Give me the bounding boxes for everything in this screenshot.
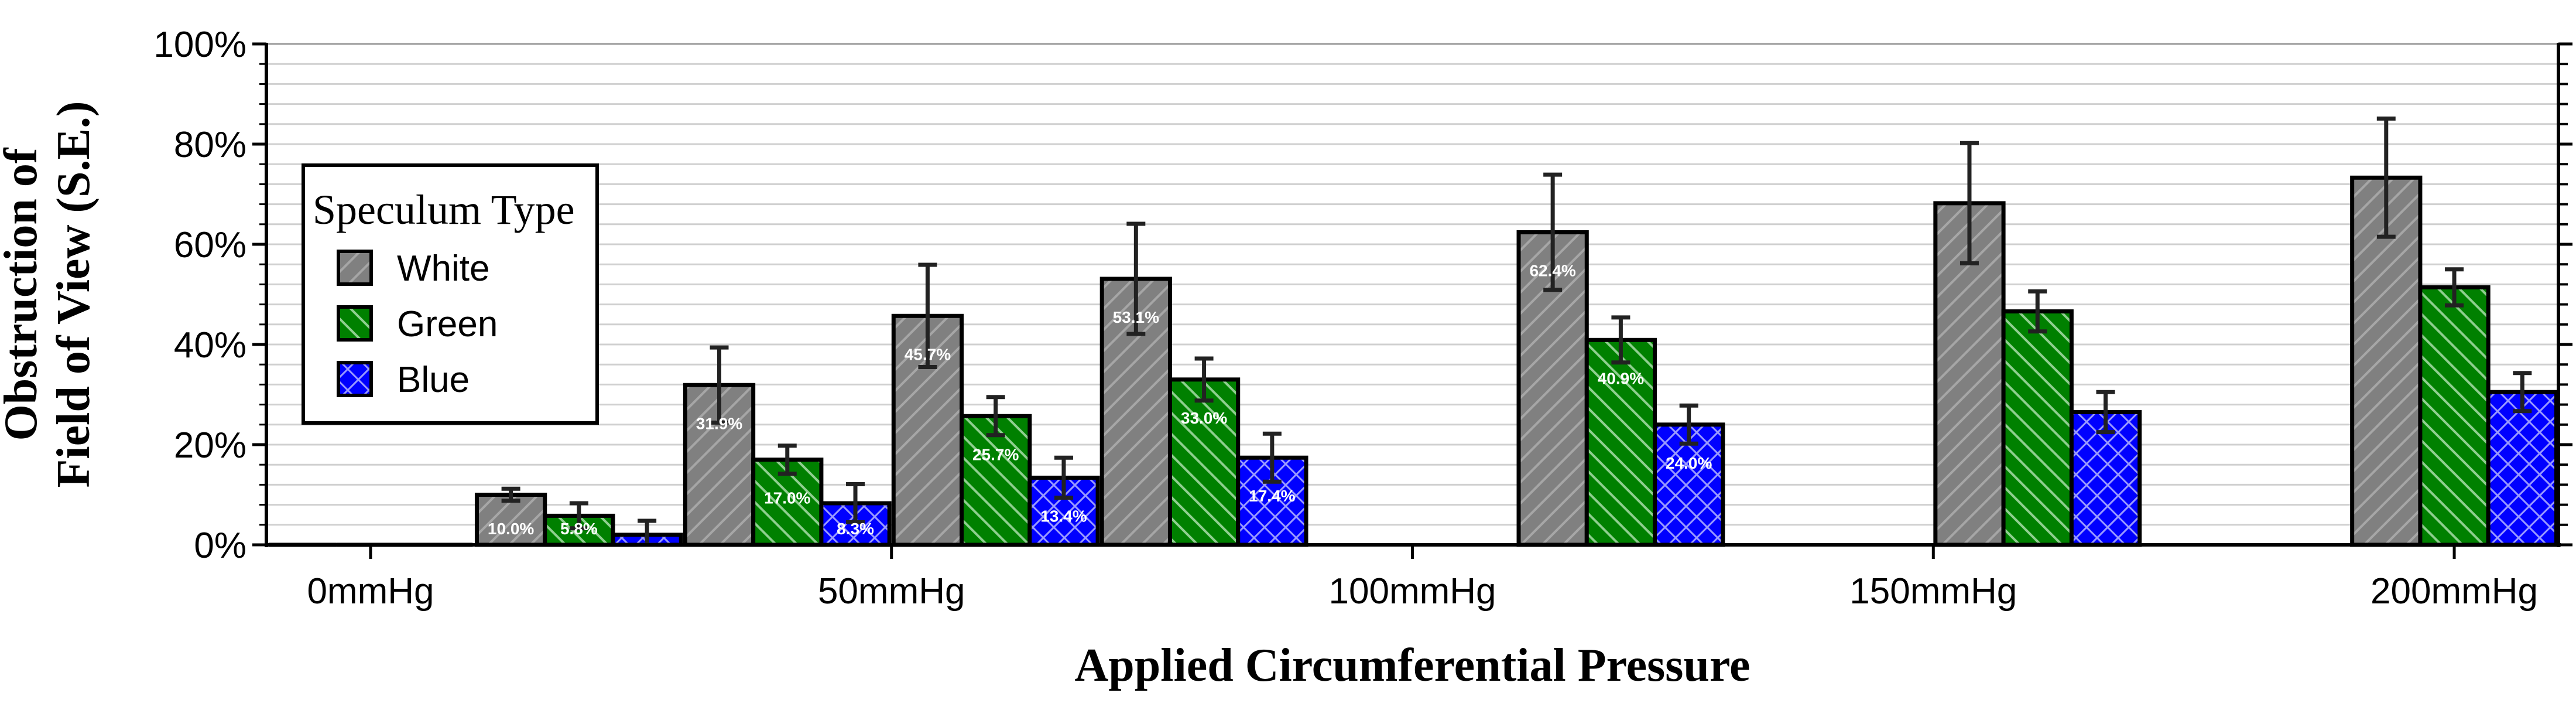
bar-data-label: 17.0%	[764, 489, 810, 507]
data-labels: 10.0% 31.9% 45.7% 53.1% 62.4% 5.8% 17.0% 25.7% 3…	[488, 261, 1712, 538]
bars	[268, 175, 2558, 547]
y-tick-label: 40%	[174, 325, 246, 366]
y-tick-label: 100%	[153, 25, 246, 65]
legend-label-white: White	[397, 248, 489, 289]
bar-data-label: 45.7%	[905, 345, 951, 363]
gridlines	[266, 43, 2558, 545]
x-tick-label: 50mmHg	[818, 571, 965, 612]
x-tick-label: 0mmHg	[307, 571, 434, 612]
bar-data-label: 53.1%	[1113, 308, 1159, 326]
y-axis-title-line-2: Field of View (S.E.)	[48, 101, 100, 488]
y-tick-label: 80%	[174, 125, 246, 165]
x-tick-label: 200mmHg	[2371, 571, 2538, 612]
legend-label-blue: Blue	[397, 360, 470, 400]
bar-data-label: 25.7%	[972, 445, 1019, 463]
legend-swatch-pattern	[337, 361, 373, 397]
bar-data-label: 24.0%	[1666, 454, 1712, 472]
x-axis-title: Applied Circumferential Pressure	[1075, 640, 1751, 691]
y-axis-title: Obstruction of Field of View (S.E.)	[0, 101, 100, 488]
bar-data-label: 17.4%	[1249, 487, 1295, 505]
bar-pattern-green	[2001, 309, 2074, 547]
bar-data-label: 13.4%	[1040, 507, 1087, 525]
bar-data-label: 31.9%	[696, 414, 742, 432]
y-axis-title-line-1: Obstruction of	[0, 147, 47, 441]
legend-items: White Green Blue	[337, 248, 498, 400]
bar-data-label: 10.0%	[488, 520, 534, 538]
legend-label-green: Green	[397, 304, 498, 344]
y-tick-label: 0%	[194, 525, 246, 566]
bar-data-label: 8.3%	[837, 520, 874, 538]
bar-pattern-green	[2418, 285, 2491, 547]
axes: 0% 20% 40% 60% 80% 100% 0mmHg 50mmHg 100mmHg 150m…	[153, 25, 2572, 612]
bar-data-label: 5.8%	[560, 520, 598, 538]
legend-title: Speculum Type	[313, 186, 575, 233]
bar-data-label: 62.4%	[1529, 261, 1575, 279]
bar-pattern-blue	[2069, 409, 2142, 547]
bar-data-label: 33.0%	[1181, 409, 1227, 427]
y-tick-label: 60%	[174, 225, 246, 265]
y-tick-label: 20%	[174, 425, 246, 466]
legend-swatch-pattern	[337, 250, 373, 286]
bar-pattern-blue	[2486, 390, 2558, 547]
bar-pattern-green	[960, 414, 1032, 547]
x-axis-title-text: Applied Circumferential Pressure	[1075, 640, 1751, 691]
legend: Speculum Type White Green Blue	[302, 163, 599, 425]
x-tick-label: 150mmHg	[1849, 571, 2017, 612]
error-bars	[501, 116, 2532, 547]
plot-area	[266, 44, 2558, 545]
bar-data-label: 40.9%	[1598, 369, 1644, 387]
legend-swatch-pattern	[337, 305, 373, 342]
x-tick-label: 100mmHg	[1329, 571, 1496, 612]
bar-pattern-green	[1167, 377, 1241, 547]
